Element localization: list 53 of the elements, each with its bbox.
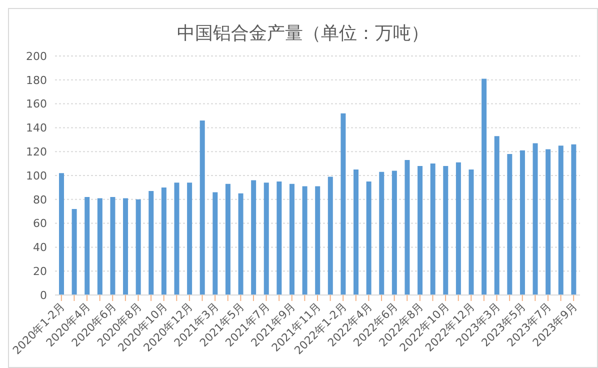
y-tick-label: 60	[33, 217, 47, 230]
bar	[148, 191, 154, 295]
bar	[302, 186, 308, 295]
y-tick-label: 140	[26, 122, 47, 135]
bar	[97, 198, 102, 295]
bar	[72, 208, 77, 295]
y-tick-label: 80	[33, 193, 47, 206]
bar	[289, 184, 294, 295]
y-tick-label: 160	[26, 98, 47, 111]
bar	[366, 181, 372, 295]
bar	[264, 182, 269, 295]
bar	[84, 197, 90, 295]
bar	[187, 182, 192, 295]
bar	[110, 197, 116, 295]
bar	[571, 144, 576, 295]
y-tick-label: 0	[40, 288, 47, 302]
bar	[200, 120, 205, 295]
bar	[174, 182, 180, 295]
bar	[482, 78, 487, 295]
y-tick-label: 180	[26, 74, 47, 87]
bar	[443, 166, 448, 295]
bar	[238, 193, 244, 295]
y-tick-label: 20	[33, 265, 47, 278]
bar	[59, 173, 64, 295]
bar	[136, 199, 141, 295]
bar	[161, 187, 166, 295]
bar	[456, 162, 461, 295]
bar	[520, 150, 525, 295]
bar	[328, 176, 333, 295]
bar	[276, 181, 282, 295]
y-tick-label: 40	[33, 241, 47, 254]
bar	[392, 170, 397, 295]
bar	[123, 198, 128, 295]
bar	[315, 186, 320, 295]
bar	[379, 172, 384, 295]
chart-title: 中国铝合金产量（单位：万吨）	[176, 22, 430, 46]
bar	[468, 170, 474, 295]
bar	[418, 166, 423, 295]
bar	[225, 184, 230, 295]
bar	[251, 180, 256, 295]
bar	[494, 136, 500, 295]
bar	[404, 160, 410, 295]
y-tick-label: 100	[26, 169, 47, 182]
y-tick-label: 120	[26, 146, 47, 159]
bar	[546, 149, 551, 295]
bar	[212, 192, 218, 295]
bar	[340, 113, 346, 295]
bar	[354, 170, 359, 295]
bar	[430, 164, 436, 295]
bar	[558, 146, 564, 295]
bar	[507, 154, 512, 295]
y-tick-label: 200	[26, 50, 47, 63]
bar	[532, 143, 538, 295]
